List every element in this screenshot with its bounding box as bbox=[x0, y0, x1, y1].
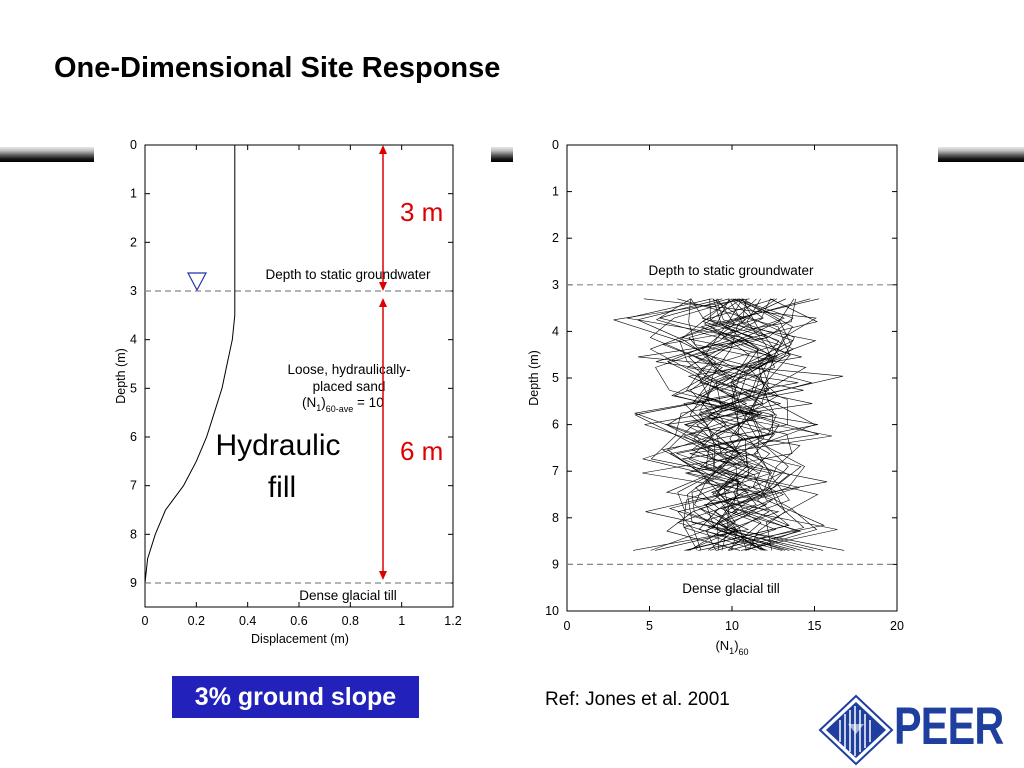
left-y-tick-label: 5 bbox=[130, 381, 137, 395]
right-y-tick-label: 5 bbox=[552, 371, 559, 385]
left-x-tick-label: 0.4 bbox=[239, 614, 256, 628]
n60-realization-line bbox=[665, 298, 813, 551]
n60-realization-line bbox=[712, 298, 790, 551]
peer-logo: PEER bbox=[818, 694, 1004, 766]
peer-logo-text: PEER bbox=[894, 697, 1004, 756]
n60-realizations bbox=[613, 298, 845, 551]
left-x-axis-label: Displacement (m) bbox=[251, 632, 349, 646]
n60-realization-line bbox=[696, 298, 817, 551]
right-y-tick-label: 2 bbox=[552, 231, 559, 245]
right-y-tick-label: 8 bbox=[552, 511, 559, 525]
header-band-right bbox=[938, 147, 1024, 162]
glacial-till-label-left: Dense glacial till bbox=[299, 588, 397, 603]
dimension-label-3m: 3 m bbox=[400, 197, 443, 227]
ground-slope-badge: 3% ground slope bbox=[172, 676, 419, 718]
left-x-tick-label: 1 bbox=[398, 614, 405, 628]
dimension-arrow-3m bbox=[379, 145, 387, 291]
dimension-arrow-6m bbox=[379, 298, 387, 580]
n60-realization-line bbox=[645, 298, 802, 551]
n60-realization-line bbox=[683, 298, 796, 551]
n60-realization-line bbox=[643, 298, 817, 551]
left-y-tick-label: 2 bbox=[130, 235, 137, 249]
right-x-ticks: 0 5 10 15 20 bbox=[564, 145, 904, 633]
n60-realization-line bbox=[636, 298, 818, 551]
n60-realization-line bbox=[633, 298, 802, 551]
reference-citation: Ref: Jones et al. 2001 bbox=[545, 689, 730, 710]
n60-realization-line bbox=[634, 298, 802, 551]
hydraulic-fill-label-line1: Hydraulic bbox=[215, 429, 340, 462]
right-x-axis-label: (N1)60 bbox=[715, 638, 748, 657]
n60-realization-line bbox=[665, 298, 786, 551]
right-y-tick-label: 0 bbox=[552, 138, 559, 152]
left-figure-background bbox=[94, 128, 478, 664]
n60-realization-line bbox=[673, 298, 798, 551]
dimension-label-6m: 6 m bbox=[400, 436, 443, 466]
left-y-tick-label: 1 bbox=[130, 187, 137, 201]
right-y-tick-label: 10 bbox=[545, 604, 559, 618]
slide-title: One-Dimensional Site Response bbox=[54, 52, 501, 84]
hydraulic-fill-label-line2: fill bbox=[268, 471, 296, 504]
n60-realization-line bbox=[689, 298, 819, 551]
right-y-tick-label: 1 bbox=[552, 185, 559, 199]
left-y-tick-label: 4 bbox=[130, 333, 137, 347]
n60-realization-line bbox=[666, 298, 793, 551]
n60-realization-line bbox=[641, 298, 818, 551]
n60-realization-line bbox=[687, 298, 819, 551]
right-y-ticks: 0 1 2 3 4 5 6 7 8 9 10 bbox=[545, 138, 897, 618]
left-x-tick-label: 0.8 bbox=[342, 614, 359, 628]
n60-realization-line bbox=[683, 298, 792, 551]
left-x-ticks: 0 0.2 0.4 0.6 0.8 1 1.2 bbox=[142, 145, 462, 628]
left-x-tick-label: 0 bbox=[142, 614, 149, 628]
right-y-tick-label: 9 bbox=[552, 557, 559, 571]
header-band-left bbox=[0, 147, 94, 162]
n60-realization-line bbox=[613, 298, 806, 551]
left-y-axis-label: Depth (m) bbox=[114, 348, 128, 404]
n60-realization-line bbox=[666, 298, 818, 551]
left-x-tick-label: 1.2 bbox=[444, 614, 461, 628]
right-chart: 0 5 10 15 20 0 1 2 3 4 5 6 7 8 9 10 Depth (m) (N1)60 D… bbox=[527, 138, 904, 657]
right-y-tick-label: 7 bbox=[552, 464, 559, 478]
right-y-tick-label: 3 bbox=[552, 278, 559, 292]
water-table-symbol bbox=[187, 272, 207, 292]
left-chart: 0 0.2 0.4 0.6 0.8 1 1.2 0 1 2 3 4 5 6 7 8 9 Displacemen… bbox=[114, 138, 462, 646]
header-band-middle bbox=[491, 147, 513, 162]
n60-realization-line bbox=[684, 298, 838, 551]
right-x-tick-label: 10 bbox=[725, 619, 739, 633]
groundwater-label-right: Depth to static groundwater bbox=[648, 263, 814, 278]
layer-n-value: (N1)60-ave = 10 bbox=[302, 395, 384, 414]
left-x-tick-label: 0.6 bbox=[290, 614, 307, 628]
right-x-tick-label: 20 bbox=[890, 619, 904, 633]
left-y-tick-label: 8 bbox=[130, 527, 137, 541]
right-y-axis-label: Depth (m) bbox=[527, 350, 541, 406]
left-y-tick-label: 0 bbox=[130, 138, 137, 152]
right-x-tick-label: 15 bbox=[808, 619, 822, 633]
n60-realization-line bbox=[667, 298, 794, 551]
right-x-tick-label: 5 bbox=[646, 619, 653, 633]
right-plot-frame bbox=[566, 144, 898, 612]
left-y-tick-label: 3 bbox=[130, 284, 137, 298]
left-y-tick-label: 9 bbox=[130, 576, 137, 590]
n60-realization-line bbox=[662, 298, 832, 551]
left-reference-lines bbox=[145, 290, 453, 584]
n60-realization-line bbox=[682, 298, 816, 551]
left-x-tick-label: 0.2 bbox=[188, 614, 205, 628]
glacial-till-label-right: Dense glacial till bbox=[682, 581, 780, 596]
displacement-profile-line bbox=[144, 145, 236, 584]
layer-description-line2: placed sand bbox=[313, 379, 386, 394]
n60-realization-line bbox=[655, 298, 845, 551]
right-y-tick-label: 4 bbox=[552, 324, 559, 338]
right-y-tick-label: 6 bbox=[552, 418, 559, 432]
left-y-tick-label: 6 bbox=[130, 430, 137, 444]
right-reference-lines bbox=[567, 284, 897, 566]
right-x-tick-label: 0 bbox=[564, 619, 571, 633]
left-y-tick-label: 7 bbox=[130, 479, 137, 493]
peer-logo-diamond-icon bbox=[818, 694, 894, 766]
groundwater-label-left: Depth to static groundwater bbox=[265, 267, 431, 282]
n60-realization-line bbox=[717, 298, 791, 551]
n60-realization-line bbox=[691, 298, 825, 551]
n60-realization-line bbox=[677, 298, 790, 551]
layer-description-line1: Loose, hydraulically- bbox=[287, 362, 410, 377]
